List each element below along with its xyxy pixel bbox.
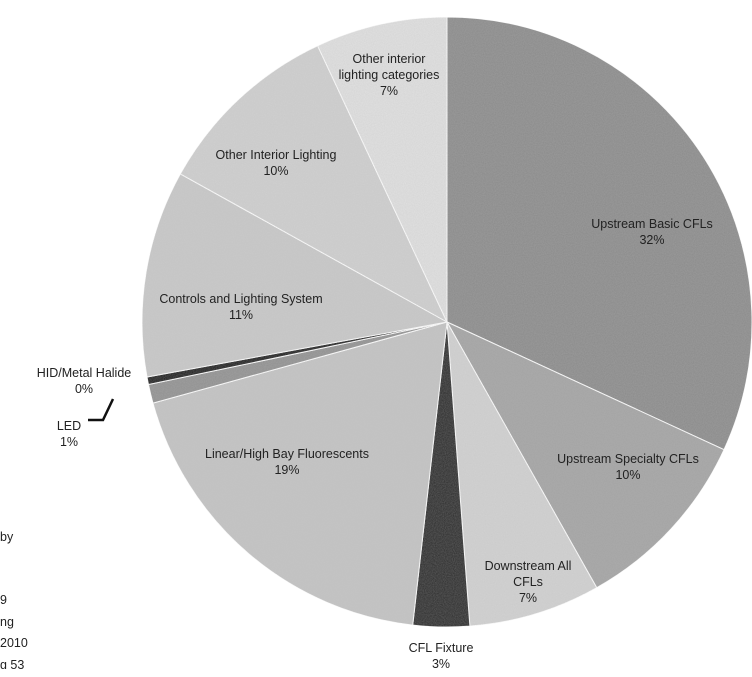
- side-text-1: by: [0, 530, 14, 544]
- slice-label-hid-metal-halide: HID/Metal Halide 0%: [36, 366, 132, 396]
- led-leader-line: [88, 398, 115, 422]
- slice-label-upstream-basic-cfls: Upstream Basic CFLs 32%: [591, 217, 713, 247]
- side-text-2: 9: [0, 593, 7, 607]
- pie-slice-texture: [447, 322, 597, 627]
- slice-label-controls-and-lighting-system: Controls and Lighting System 11%: [159, 292, 323, 322]
- slice-label-upstream-specialty-cfls: Upstream Specialty CFLs 10%: [557, 452, 699, 482]
- side-text-3: ng: [0, 615, 14, 629]
- slice-label-led: LED 1%: [56, 419, 82, 449]
- pie-slice-texture: [412, 322, 470, 627]
- pie-slice-texture: [147, 322, 448, 385]
- slice-label-linear-high-bay-fluorescents: Linear/High Bay Fluorescents 19%: [205, 447, 369, 477]
- side-text-5: g 53: [0, 658, 25, 669]
- slice-label-downstream-all-cfls: Downstream All CFLs 7%: [484, 559, 572, 605]
- slice-label-other-interior-lighting-categories: Other interior lighting categories 7%: [338, 52, 440, 98]
- pie-slice-texture: [152, 322, 448, 626]
- side-text-4: 2010: [0, 636, 28, 650]
- slice-label-cfl-fixture: CFL Fixture 3%: [408, 641, 474, 671]
- pie-slice-texture: [142, 173, 448, 378]
- pie-slice-texture: [148, 322, 447, 404]
- pie-slice-texture: [447, 17, 752, 450]
- pie-slice-texture: [317, 17, 447, 322]
- pie-slice-texture: [447, 322, 725, 588]
- pie-slice-texture: [180, 45, 447, 322]
- slice-label-other-interior-lighting: Other Interior Lighting 10%: [215, 148, 337, 178]
